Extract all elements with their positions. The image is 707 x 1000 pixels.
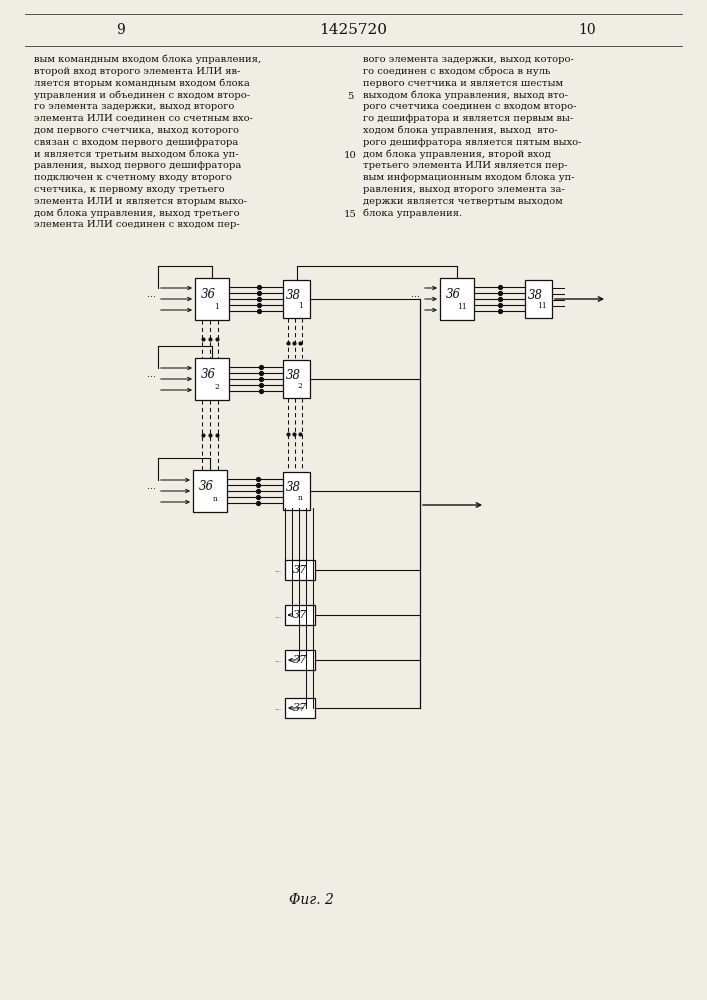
Text: 11: 11 <box>537 302 547 310</box>
Text: 36: 36 <box>200 368 216 381</box>
Text: элемента ИЛИ соединен со счетным вхо-: элемента ИЛИ соединен со счетным вхо- <box>34 114 253 123</box>
Text: элемента ИЛИ соединен с входом пер-: элемента ИЛИ соединен с входом пер- <box>34 220 240 229</box>
Text: держки является четвертым выходом: держки является четвертым выходом <box>363 197 563 206</box>
Text: 38: 38 <box>286 289 300 302</box>
Text: ...: ... <box>411 289 420 299</box>
Bar <box>285 605 315 625</box>
Text: 37: 37 <box>293 565 307 575</box>
Text: 37: 37 <box>293 703 307 713</box>
Text: первого счетчика и является шестым: первого счетчика и является шестым <box>363 79 563 88</box>
Text: 38: 38 <box>286 369 300 382</box>
Text: 2: 2 <box>214 383 219 391</box>
Text: го дешифратора и является первым вы-: го дешифратора и является первым вы- <box>363 114 573 123</box>
Bar <box>193 470 227 512</box>
Bar <box>285 560 315 580</box>
Text: 10: 10 <box>578 23 595 37</box>
Text: n: n <box>212 495 217 503</box>
Text: 5: 5 <box>347 92 354 101</box>
Text: блока управления.: блока управления. <box>363 208 462 218</box>
Bar <box>440 278 474 320</box>
Text: ...: ... <box>274 704 281 712</box>
Text: вого элемента задержки, выход которо-: вого элемента задержки, выход которо- <box>363 55 574 64</box>
Text: третьего элемента ИЛИ является пер-: третьего элемента ИЛИ является пер- <box>363 161 568 170</box>
Text: 2: 2 <box>298 382 303 390</box>
Text: 15: 15 <box>344 210 356 219</box>
Text: дом блока управления, выход третьего: дом блока управления, выход третьего <box>34 208 240 218</box>
Text: 38: 38 <box>527 289 543 302</box>
Text: равления, выход первого дешифратора: равления, выход первого дешифратора <box>34 161 241 170</box>
Text: ...: ... <box>274 610 281 619</box>
Text: управления и объединен с входом второ-: управления и объединен с входом второ- <box>34 90 250 100</box>
Text: 1: 1 <box>214 303 219 311</box>
Bar <box>285 650 315 670</box>
Text: ...: ... <box>147 481 156 491</box>
Text: 10: 10 <box>344 151 356 160</box>
Bar <box>283 280 310 318</box>
Text: элемента ИЛИ и является вторым выхо-: элемента ИЛИ и является вторым выхо- <box>34 197 247 206</box>
Bar <box>285 698 315 718</box>
Text: равления, выход второго элемента за-: равления, выход второго элемента за- <box>363 185 565 194</box>
Bar <box>195 358 229 400</box>
Text: ...: ... <box>147 289 156 299</box>
Text: вым информационным входом блока уп-: вым информационным входом блока уп- <box>363 173 575 182</box>
Text: ходом блока управления, выход  вто-: ходом блока управления, выход вто- <box>363 126 558 135</box>
Text: дом первого счетчика, выход которого: дом первого счетчика, выход которого <box>34 126 239 135</box>
Text: ...: ... <box>147 369 156 379</box>
Text: 37: 37 <box>293 655 307 665</box>
Text: счетчика, к первому входу третьего: счетчика, к первому входу третьего <box>34 185 225 194</box>
Text: 38: 38 <box>286 481 300 494</box>
Text: ляется вторым командным входом блока: ляется вторым командным входом блока <box>34 79 250 88</box>
Text: подключен к счетному входу второго: подключен к счетному входу второго <box>34 173 232 182</box>
Text: го соединен с входом сброса в нуль: го соединен с входом сброса в нуль <box>363 67 550 76</box>
Text: 1: 1 <box>298 302 303 310</box>
Text: второй вход второго элемента ИЛИ яв-: второй вход второго элемента ИЛИ яв- <box>34 67 240 76</box>
Text: 11: 11 <box>457 303 467 311</box>
Bar <box>525 280 552 318</box>
Text: ...: ... <box>274 656 281 664</box>
Text: Φиг. 2: Φиг. 2 <box>288 893 334 907</box>
Text: 36: 36 <box>199 480 214 493</box>
Text: рого дешифратора является пятым выхо-: рого дешифратора является пятым выхо- <box>363 138 581 147</box>
Text: выходом блока управления, выход вто-: выходом блока управления, выход вто- <box>363 90 568 100</box>
Text: 1425720: 1425720 <box>320 23 387 37</box>
Bar <box>283 360 310 398</box>
Text: рого счетчика соединен с входом второ-: рого счетчика соединен с входом второ- <box>363 102 576 111</box>
Bar <box>283 472 310 510</box>
Bar <box>195 278 229 320</box>
Text: дом блока управления, второй вход: дом блока управления, второй вход <box>363 149 551 159</box>
Text: и является третьим выходом блока уп-: и является третьим выходом блока уп- <box>34 149 239 159</box>
Text: го элемента задержки, выход второго: го элемента задержки, выход второго <box>34 102 235 111</box>
Text: ...: ... <box>274 566 281 574</box>
Text: n: n <box>298 494 303 502</box>
Text: 9: 9 <box>116 23 124 37</box>
Text: 36: 36 <box>445 288 460 301</box>
Text: 37: 37 <box>293 610 307 620</box>
Text: связан с входом первого дешифратора: связан с входом первого дешифратора <box>34 138 238 147</box>
Text: 36: 36 <box>200 288 216 301</box>
Text: вым командным входом блока управления,: вым командным входом блока управления, <box>34 55 262 64</box>
